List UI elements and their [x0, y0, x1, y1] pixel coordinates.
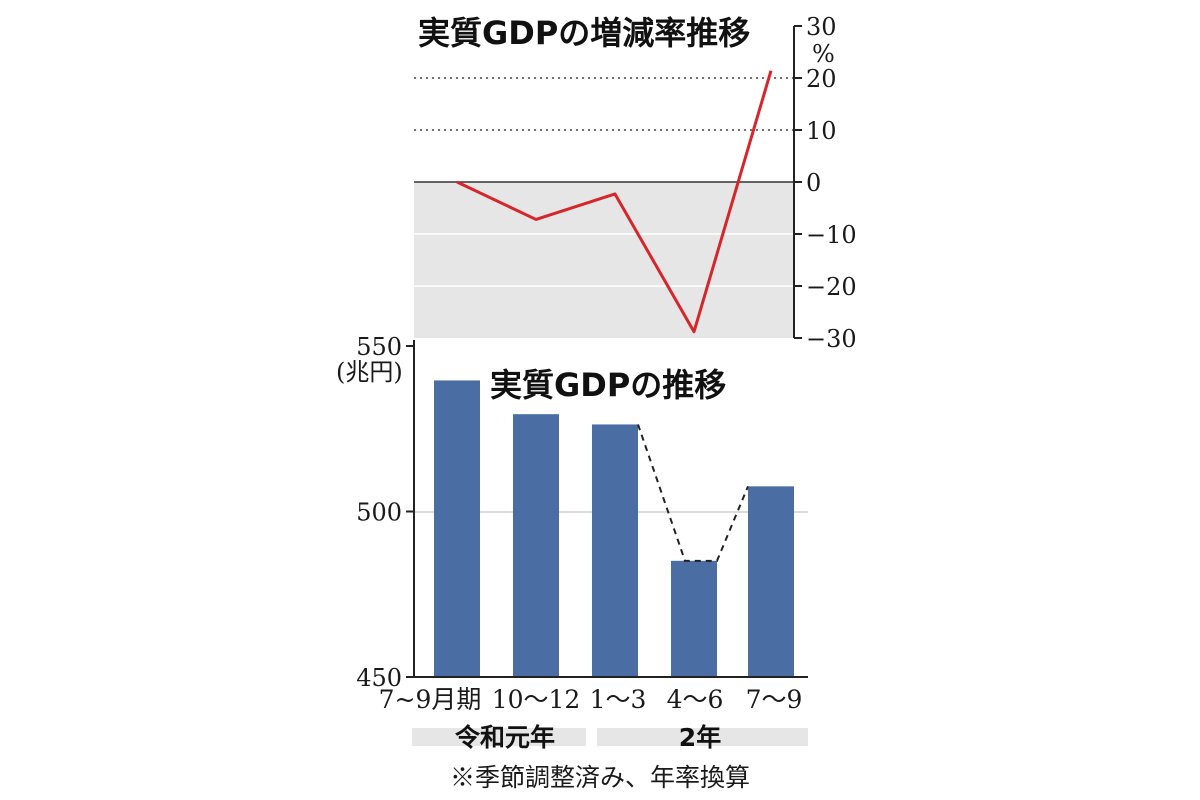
growth-tick-label: 20 — [806, 65, 837, 93]
category-label: 10〜12 — [492, 685, 581, 714]
growth-y-ticks: 30 20 10 0 −10 −20 −30 — [794, 13, 857, 353]
growth-tick-label: −10 — [806, 221, 857, 249]
gdp-bar — [748, 486, 794, 677]
gdp-bar — [434, 380, 480, 677]
category-label: 7~9月期 — [379, 685, 482, 714]
bar-dashed-connector — [637, 424, 749, 562]
era-label: 令和元年 — [455, 723, 555, 752]
bar-chart-title: 実質GDPの推移 — [490, 366, 726, 404]
growth-chart-title: 実質GDPの増減率推移 — [418, 14, 750, 52]
negative-area-fill — [414, 182, 794, 338]
growth-tick-label: −30 — [806, 325, 857, 353]
bar-unit-label: (兆円) — [336, 358, 403, 386]
category-label: 4〜6 — [667, 685, 724, 714]
gdp-bar-chart: 550 500 450 (兆円) 実質GDPの推移 7~9月期 10〜12 1〜3 4〜6… — [336, 333, 808, 792]
growth-gridlines — [414, 77, 794, 287]
era-label: 2年 — [679, 723, 721, 752]
growth-tick-label: 10 — [806, 117, 837, 145]
growth-tick-label: 30 — [806, 13, 837, 41]
gdp-bar — [671, 560, 717, 677]
category-label: 7〜9 — [746, 685, 803, 714]
growth-tick-label: 0 — [806, 169, 821, 197]
bar-tick-label: 450 — [356, 664, 402, 692]
growth-rate-chart: 30 20 10 0 −10 −20 −30 % 実質GDPの増減率推移 — [412, 12, 857, 353]
bar-y-ticks: 550 500 450 — [356, 333, 414, 692]
category-label: 1〜3 — [590, 685, 647, 714]
growth-unit-label: % — [812, 40, 835, 68]
era-band — [412, 728, 586, 746]
gdp-bar — [513, 414, 559, 677]
era-groups: 令和元年 2年 — [412, 723, 808, 752]
era-band — [597, 728, 808, 746]
bar-tick-label: 500 — [356, 499, 402, 527]
gdp-bars — [434, 380, 794, 677]
growth-tick-label: −20 — [806, 273, 857, 301]
growth-points — [456, 70, 772, 332]
title-backdrop — [412, 12, 780, 56]
bar-tick-label: 550 — [356, 333, 402, 361]
category-labels: 7~9月期 10〜12 1〜3 4〜6 7〜9 — [379, 685, 803, 714]
footnote: ※季節調整済み、年率換算 — [450, 763, 750, 792]
gdp-bar — [592, 424, 638, 677]
